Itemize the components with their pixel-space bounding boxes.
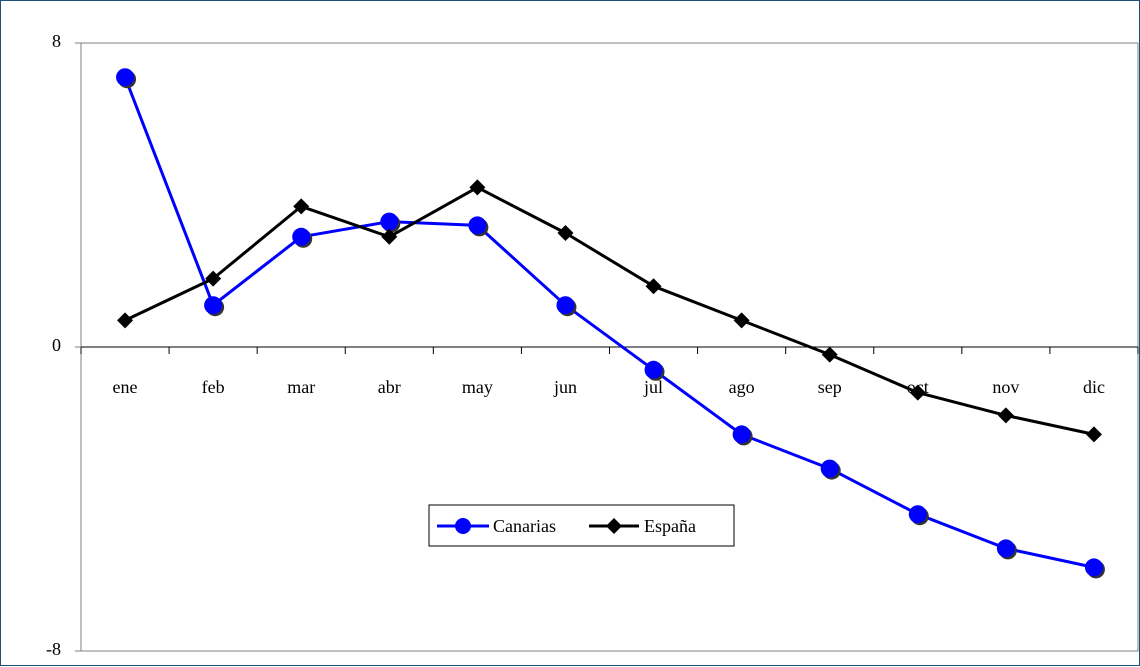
y-tick-label-zero: 0 (52, 335, 61, 355)
data-point-canarias (204, 296, 223, 315)
x-tick-label: mar (287, 377, 315, 397)
data-point-espana (557, 225, 574, 241)
legend-marker-espana (606, 518, 622, 534)
x-tick-label: abr (378, 377, 401, 397)
series-layer (116, 68, 1105, 579)
x-tick-label: nov (992, 377, 1019, 397)
x-tick-label: dic (1083, 377, 1105, 397)
data-point-canarias (908, 505, 927, 524)
series-espana (117, 179, 1102, 443)
data-point-espana (469, 179, 486, 196)
data-point-espana (293, 198, 310, 215)
series-canarias (116, 68, 1105, 579)
data-point-espana (381, 228, 398, 245)
legend-label-canarias: Canarias (493, 516, 556, 536)
data-point-canarias (292, 227, 311, 246)
x-tick-label: ene (113, 377, 138, 397)
data-point-canarias (468, 216, 487, 235)
data-point-canarias (1084, 558, 1103, 577)
legend-marker-canarias (455, 518, 471, 534)
legend: Canarias España (428, 504, 735, 547)
data-point-canarias (380, 212, 399, 231)
x-tick-label: jun (553, 377, 577, 397)
data-point-espana (997, 407, 1014, 424)
data-point-espana (117, 312, 134, 329)
y-tick-label-min: -8 (46, 639, 61, 659)
x-tick-label: sep (818, 377, 842, 397)
y-tick-label-max: 8 (52, 31, 61, 51)
data-point-espana (733, 312, 750, 329)
y-tick-labels: 8 0 -8 (46, 31, 61, 659)
data-point-canarias (644, 360, 663, 379)
data-point-espana (1085, 426, 1102, 443)
x-tick-label: jul (643, 377, 663, 397)
data-point-espana (909, 384, 926, 401)
x-tick-label: may (462, 377, 493, 397)
series-line-espana (124, 185, 1095, 436)
data-point-canarias (556, 296, 575, 315)
data-point-canarias (820, 459, 839, 478)
data-point-canarias (116, 68, 135, 87)
x-tick-label: feb (202, 377, 225, 397)
data-point-canarias (732, 425, 751, 444)
legend-label-espana: España (644, 516, 696, 536)
data-point-espana (821, 346, 838, 363)
x-tick-label: ago (729, 377, 755, 397)
data-point-espana (645, 278, 662, 295)
data-point-canarias (996, 539, 1015, 558)
series-line-canarias (123, 76, 1095, 569)
data-point-espana (205, 270, 222, 287)
axes (75, 42, 1139, 652)
